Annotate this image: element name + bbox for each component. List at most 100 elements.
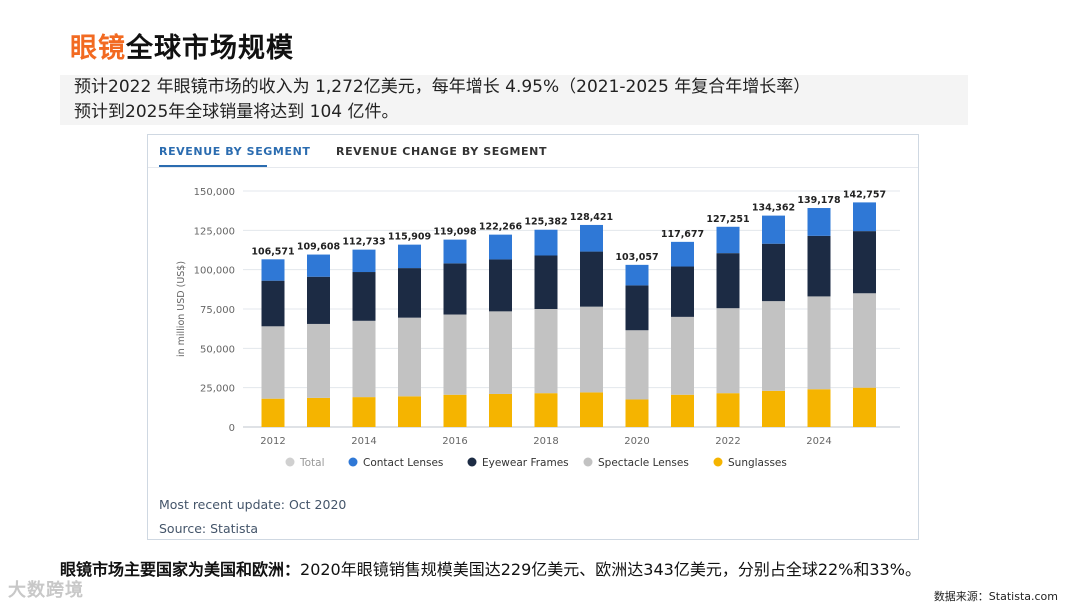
total-label: 117,677 — [661, 229, 704, 240]
bar-contact-lenses — [443, 239, 467, 264]
bar-spectacle-lenses — [625, 330, 649, 400]
bar-sunglasses — [534, 393, 558, 427]
bar-contact-lenses — [580, 224, 603, 252]
total-label: 109,608 — [297, 242, 341, 253]
bar-sunglasses — [762, 390, 785, 427]
bar-contact-lenses — [625, 264, 649, 286]
bar-spectacle-lenses — [580, 306, 603, 393]
bar-spectacle-lenses — [853, 293, 876, 388]
legend-marker — [285, 457, 295, 467]
bar-sunglasses — [443, 394, 467, 427]
x-tick-label: 2014 — [351, 436, 376, 447]
bottom-note: 眼镜市场主要国家为美国和欧洲：2020年眼镜销售规模美国达229亿美元、欧洲达3… — [60, 556, 921, 580]
bar-sunglasses — [625, 399, 649, 427]
bar-sunglasses — [261, 398, 285, 427]
bar-contact-lenses — [261, 259, 285, 281]
total-label: 115,909 — [388, 232, 431, 243]
total-label: 106,571 — [251, 246, 294, 257]
tab-separator — [148, 167, 918, 168]
bar-eyewear-frames — [580, 251, 603, 307]
bar-spectacle-lenses — [307, 323, 330, 398]
bar-eyewear-frames — [807, 235, 831, 297]
total-label: 127,251 — [706, 214, 749, 225]
bar-spectacle-lenses — [261, 326, 285, 399]
bar-spectacle-lenses — [489, 311, 512, 394]
bar-eyewear-frames — [762, 243, 785, 302]
active-tab-underline — [159, 165, 267, 167]
bar-eyewear-frames — [307, 276, 330, 324]
total-label: 122,266 — [479, 222, 523, 233]
bar-spectacle-lenses — [398, 317, 421, 397]
bar-eyewear-frames — [352, 272, 376, 321]
y-tick-label: 75,000 — [200, 305, 235, 316]
bar-eyewear-frames — [534, 255, 558, 309]
tab-revenue-change-by-segment[interactable]: REVENUE CHANGE BY SEGMENT — [336, 145, 548, 158]
bar-sunglasses — [352, 397, 376, 427]
summary-line-1: 预计2022 年眼镜市场的收入为 1,272亿美元，每年增长 4.95%（202… — [74, 77, 811, 97]
bar-contact-lenses — [352, 249, 376, 273]
bar-sunglasses — [489, 393, 512, 427]
y-tick-label: 150,000 — [194, 187, 235, 198]
page-title: 眼镜全球市场规模 — [70, 26, 294, 65]
total-label: 103,057 — [615, 252, 658, 263]
legend-marker — [713, 457, 723, 467]
bar-spectacle-lenses — [352, 320, 376, 398]
bar-sunglasses — [671, 394, 694, 427]
brand-logo: 大数跨境 — [8, 580, 84, 601]
footer-source: 数据来源：Statista.com — [933, 590, 1058, 603]
summary-box: 预计2022 年眼镜市场的收入为 1,272亿美元，每年增长 4.95%（202… — [60, 75, 968, 125]
bar-sunglasses — [398, 396, 421, 427]
y-tick-label: 100,000 — [194, 266, 235, 277]
legend-label: Total — [299, 457, 325, 469]
y-tick-label: 125,000 — [194, 226, 235, 237]
x-tick-label: 2020 — [624, 436, 649, 447]
x-tick-label: 2012 — [260, 436, 285, 447]
tab-revenue-by-segment[interactable]: REVENUE BY SEGMENT — [159, 145, 311, 158]
summary-line-2: 预计到2025年全球销量将达到 104 亿件。 — [74, 102, 399, 122]
x-tick-label: 2024 — [806, 436, 831, 447]
bar-contact-lenses — [762, 215, 785, 244]
legend-label: Spectacle Lenses — [598, 457, 689, 469]
total-label: 128,421 — [570, 212, 613, 223]
total-label: 112,733 — [342, 237, 385, 248]
y-tick-label: 50,000 — [200, 344, 235, 355]
bar-spectacle-lenses — [807, 296, 831, 390]
legend-marker — [583, 457, 593, 467]
bar-sunglasses — [307, 397, 330, 427]
total-label: 134,362 — [752, 203, 795, 214]
bar-contact-lenses — [807, 208, 831, 236]
bar-contact-lenses — [671, 241, 694, 267]
y-axis-label: in million USD (US$) — [176, 261, 187, 357]
bar-contact-lenses — [489, 234, 512, 260]
bar-eyewear-frames — [716, 253, 740, 309]
bar-eyewear-frames — [625, 285, 649, 331]
bar-eyewear-frames — [853, 231, 876, 294]
bar-eyewear-frames — [398, 268, 421, 318]
bar-contact-lenses — [716, 226, 740, 254]
x-tick-label: 2018 — [533, 436, 558, 447]
x-tick-label: 2022 — [715, 436, 740, 447]
y-tick-label: 25,000 — [200, 384, 235, 395]
bar-contact-lenses — [398, 244, 421, 269]
total-label: 139,178 — [797, 195, 841, 206]
title-rest: 全球市场规模 — [126, 33, 294, 64]
legend-marker — [348, 457, 358, 467]
total-label: 119,098 — [433, 227, 477, 238]
update-note: Most recent update: Oct 2020 — [159, 497, 347, 512]
legend-label: Eyewear Frames — [482, 457, 569, 469]
bar-eyewear-frames — [443, 263, 467, 315]
bar-contact-lenses — [307, 254, 330, 277]
legend-marker — [467, 457, 477, 467]
bar-eyewear-frames — [671, 266, 694, 317]
bar-eyewear-frames — [261, 280, 285, 327]
bar-spectacle-lenses — [716, 308, 740, 394]
bottom-note-bold: 眼镜市场主要国家为美国和欧洲： — [60, 560, 301, 579]
bar-sunglasses — [580, 392, 603, 427]
total-label: 125,382 — [524, 217, 567, 228]
title-highlight: 眼镜 — [70, 33, 126, 64]
source-note: Source: Statista — [159, 521, 259, 536]
legend-label: Contact Lenses — [363, 457, 443, 469]
legend-label: Sunglasses — [728, 457, 787, 469]
bar-sunglasses — [853, 387, 876, 427]
bar-spectacle-lenses — [443, 314, 467, 395]
